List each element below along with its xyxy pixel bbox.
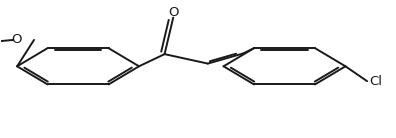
Text: Cl: Cl [369, 75, 382, 88]
Text: O: O [11, 33, 21, 46]
Text: O: O [168, 6, 179, 19]
